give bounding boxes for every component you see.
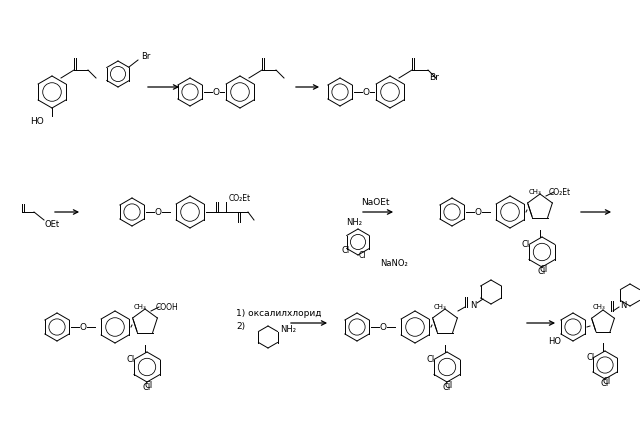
Text: Cl: Cl <box>358 252 365 260</box>
Text: Cl: Cl <box>538 268 546 276</box>
Text: N: N <box>470 300 476 309</box>
Text: CO₂Et: CO₂Et <box>549 187 571 197</box>
Text: O: O <box>362 87 369 97</box>
Text: Cl: Cl <box>540 265 548 274</box>
Text: Cl: Cl <box>145 381 153 390</box>
Text: CO₂Et: CO₂Et <box>229 194 251 203</box>
Text: OEt: OEt <box>44 219 60 228</box>
Text: Cl: Cl <box>445 381 453 390</box>
Text: NaOEt: NaOEt <box>361 197 389 206</box>
Text: Cl: Cl <box>127 354 135 363</box>
Text: Cl: Cl <box>427 354 435 363</box>
Text: Br: Br <box>141 51 150 60</box>
Text: Cl: Cl <box>143 382 151 392</box>
Text: HO: HO <box>548 336 561 346</box>
Text: CH₃: CH₃ <box>529 189 541 195</box>
Text: Cl: Cl <box>522 240 530 249</box>
Text: NH₂: NH₂ <box>346 217 362 227</box>
Text: O: O <box>474 208 481 216</box>
Text: CH₃: CH₃ <box>434 304 446 310</box>
Text: CH₃: CH₃ <box>593 304 605 310</box>
Text: 1) оксалилхлорид: 1) оксалилхлорид <box>236 308 321 317</box>
Text: 2): 2) <box>236 322 245 332</box>
Text: Cl: Cl <box>587 354 595 362</box>
Text: HO: HO <box>30 116 44 125</box>
Text: Cl: Cl <box>601 379 609 389</box>
Text: O: O <box>380 322 387 332</box>
Text: O: O <box>154 208 161 216</box>
Text: O: O <box>79 322 86 332</box>
Text: NH₂: NH₂ <box>280 325 296 333</box>
Text: NaNO₂: NaNO₂ <box>380 260 408 268</box>
Text: N: N <box>620 300 626 309</box>
Text: CH₃: CH₃ <box>134 304 147 310</box>
Text: Cl: Cl <box>342 246 350 254</box>
Text: COOH: COOH <box>156 303 179 311</box>
Text: O: O <box>212 87 220 97</box>
Text: Cl: Cl <box>603 378 611 387</box>
Text: Br: Br <box>429 73 439 81</box>
Text: Cl: Cl <box>443 382 451 392</box>
